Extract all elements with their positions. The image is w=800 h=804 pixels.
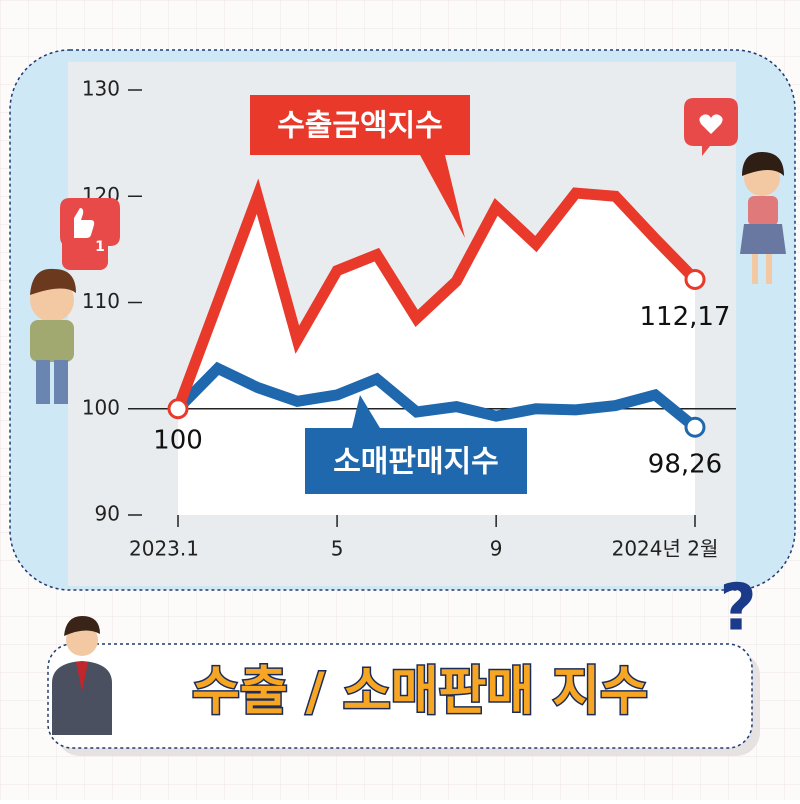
- x-tick-label: 2023.1: [129, 537, 199, 561]
- series-line: [174, 361, 699, 432]
- y-tick-label: 100: [82, 395, 120, 419]
- legend-label: 수출금액지수: [277, 109, 443, 144]
- legend-box: [250, 95, 470, 155]
- legend-label: 소매판매지수: [333, 445, 499, 480]
- point-marker: [167, 398, 189, 420]
- data-label: 98,26: [648, 450, 722, 480]
- y-tick-label: 130: [82, 77, 120, 101]
- boy-character: [30, 198, 120, 404]
- legend-pointer: [352, 395, 380, 428]
- question-mark: ?: [719, 572, 756, 646]
- x-tick-label: 5: [331, 537, 344, 561]
- series-line: [172, 178, 699, 411]
- x-tick-label: 9: [490, 537, 503, 561]
- point-marker: [684, 416, 706, 438]
- y-tick-label: 110: [82, 289, 120, 313]
- like-badge: 1: [95, 239, 105, 255]
- point-marker: [684, 268, 706, 290]
- man-character: [52, 616, 112, 735]
- data-label: 100: [153, 425, 203, 455]
- legend-pointer: [420, 155, 465, 238]
- x-tick-label: 2024년 2월: [612, 537, 719, 561]
- y-tick-label: 90: [95, 502, 120, 526]
- data-label: 112,17: [640, 302, 731, 332]
- girl-character: [684, 98, 786, 284]
- banner: [47, 643, 753, 749]
- legend-box: [305, 428, 527, 494]
- banner-title: 수출 / 소매판매 지수: [192, 662, 648, 722]
